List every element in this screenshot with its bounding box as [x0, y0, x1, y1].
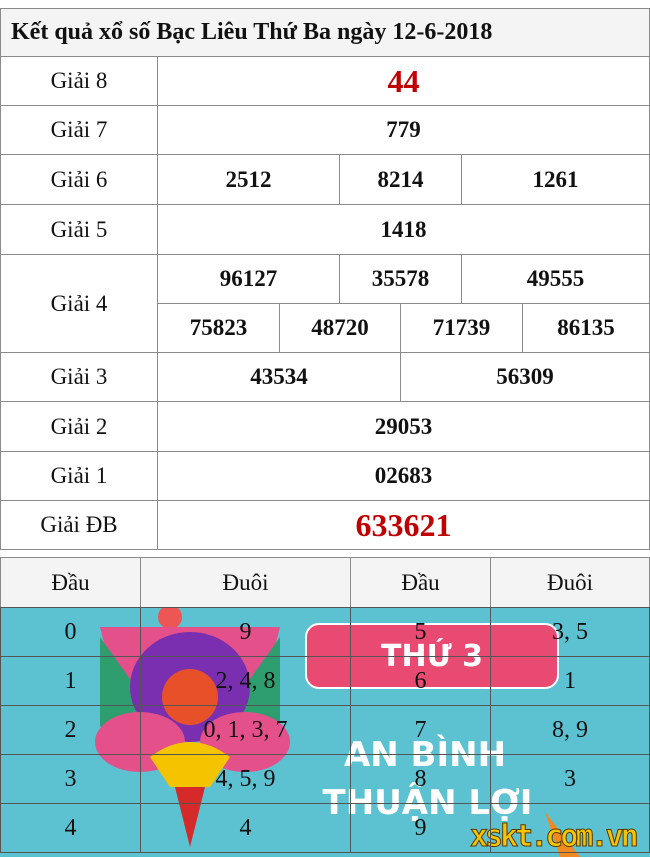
- loto-cell: 1: [490, 656, 650, 706]
- loto-cell: [490, 803, 650, 853]
- prize-label: Giải 8: [0, 56, 158, 106]
- prize-label: Giải 5: [0, 204, 158, 255]
- loto-table: Đầu Đuôi Đầu Đuôi 0 9 5 3, 5 1 2, 4, 8 6 1 2 0, 1…: [0, 557, 650, 857]
- prize-label: Giải 4: [0, 254, 158, 353]
- slogan-line-1: AN BÌNH: [343, 735, 507, 775]
- prize-label: Giải 3: [0, 352, 158, 402]
- prize-label: Giải 1: [0, 451, 158, 501]
- loto-cell: 5: [350, 607, 491, 657]
- loto-cell: 3, 5: [490, 607, 650, 657]
- prize-label: Giải 7: [0, 105, 158, 155]
- loto-cell: 4: [0, 803, 141, 853]
- prize-4-value: 35578: [339, 254, 462, 304]
- loto-cell: 2, 4, 8: [140, 656, 351, 706]
- prize-3-value: 56309: [400, 352, 650, 402]
- loto-header: Đầu: [350, 557, 491, 608]
- prize-7-value: 779: [157, 105, 650, 155]
- brand-logo: xskt.com.vn: [470, 819, 640, 855]
- prize-8-value: 44: [157, 56, 650, 106]
- lion-mask-icon: [95, 607, 580, 857]
- prize-3-value: 43534: [157, 352, 401, 402]
- loto-cell: 6: [350, 656, 491, 706]
- prize-label: Giải ĐB: [0, 500, 158, 550]
- prize-6-value: 1261: [461, 154, 650, 205]
- loto-cell: 3: [490, 754, 650, 804]
- loto-header: Đuôi: [140, 557, 351, 608]
- loto-cell: 1: [0, 656, 141, 706]
- loto-cell: 8: [350, 754, 491, 804]
- loto-cell: 3: [0, 754, 141, 804]
- page-title: Kết quả xổ số Bạc Liêu Thứ Ba ngày 12-6-…: [0, 8, 650, 57]
- prize-6-value: 2512: [157, 154, 340, 205]
- prize-4-value: 86135: [522, 303, 650, 353]
- loto-header: Đầu: [0, 557, 141, 608]
- prize-6-value: 8214: [339, 154, 462, 205]
- prize-label: Giải 2: [0, 401, 158, 452]
- loto-cell: 4, 5, 9: [140, 754, 351, 804]
- prize-4-value: 75823: [157, 303, 280, 353]
- prize-label: Giải 6: [0, 154, 158, 205]
- prize-4-value: 96127: [157, 254, 340, 304]
- prize-2-value: 29053: [157, 401, 650, 452]
- loto-cell: 0, 1, 3, 7: [140, 705, 351, 755]
- loto-header: Đuôi: [490, 557, 650, 608]
- prize-4-value: 71739: [400, 303, 523, 353]
- loto-cell: 8, 9: [490, 705, 650, 755]
- loto-cell: 0: [0, 607, 141, 657]
- prize-4-value: 48720: [279, 303, 401, 353]
- loto-cell: 9: [140, 607, 351, 657]
- special-prize-value: 633621: [157, 500, 650, 550]
- loto-cell: 2: [0, 705, 141, 755]
- loto-cell: 9: [350, 803, 491, 853]
- loto-cell: 4: [140, 803, 351, 853]
- loto-cell: 7: [350, 705, 491, 755]
- prize-5-value: 1418: [157, 204, 650, 255]
- prize-1-value: 02683: [157, 451, 650, 501]
- prize-4-value: 49555: [461, 254, 650, 304]
